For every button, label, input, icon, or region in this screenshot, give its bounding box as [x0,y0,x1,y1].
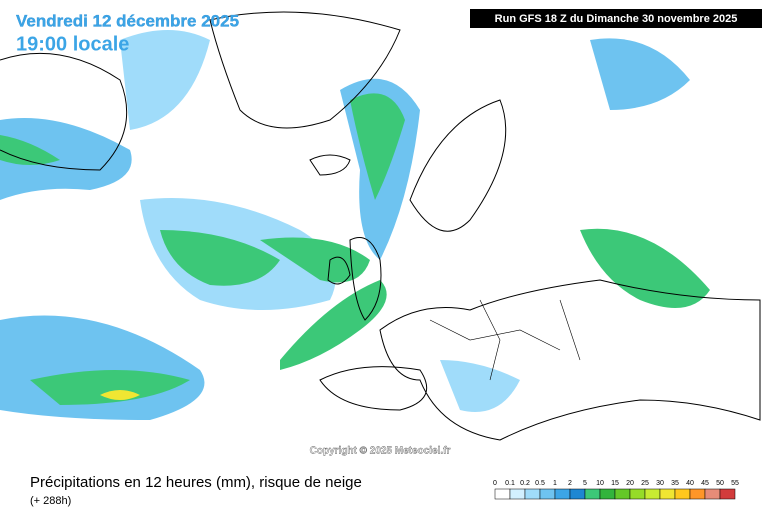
scandinavia [409,99,507,232]
legend-swatch [704,488,721,500]
europe [379,279,761,441]
precip-area [30,370,190,405]
legend-swatch [569,488,586,500]
legend-swatch [689,488,706,500]
precip-area [0,135,60,165]
legend-label: 0.1 [505,480,515,487]
forecast-date: Vendredi 12 décembre 2025 [16,11,239,30]
footer-title: Précipitations en 12 heures (mm), risque… [30,474,362,491]
legend-swatch [494,488,511,500]
coastlines [0,11,761,441]
legend-label: 5 [583,480,587,487]
iberia [319,366,428,411]
greenland [209,11,401,129]
legend-swatch [509,488,526,500]
precip-area [440,360,520,412]
legend-label: 1 [553,480,557,487]
run-box [470,9,762,28]
legend-swatch [539,488,556,500]
legend-swatch [614,488,631,500]
lead-time: (+ 288h) [30,495,71,507]
precip-area [0,118,132,200]
legend-label: 25 [641,480,649,487]
legend-label: 40 [686,480,694,487]
legend-label: 45 [701,480,709,487]
run-label: Run GFS 18 Z du Dimanche 30 novembre 202… [495,13,738,25]
legend-label: 0.2 [520,480,530,487]
legend-swatch [599,488,616,500]
iceland [309,154,351,176]
legend-label: 35 [671,480,679,487]
precip-area [160,230,280,286]
legend-swatch [674,488,691,500]
legend-swatch [629,488,646,500]
ireland [327,256,351,285]
borders [429,299,581,381]
canada [0,52,128,171]
great-britain [349,237,382,321]
precip-area [120,30,210,130]
legend: 0 0.1 0.2 0.5 1 2 5 10 15 20 25 30 35 40 45 50 55 [493,480,739,500]
legend-swatch [719,488,736,500]
copyright: Copyright © 2025 Meteociel.fr [310,446,451,457]
precip-area [280,280,387,370]
legend-label: 30 [656,480,664,487]
precip-area [590,38,690,111]
legend-swatch [554,488,571,500]
legend-swatch [644,488,661,500]
legend-label: 50 [716,480,724,487]
legend-label: 15 [611,480,619,487]
legend-swatch [584,488,601,500]
legend-label: 0.5 [535,480,545,487]
legend-label: 55 [731,480,739,487]
legend-swatch [524,488,541,500]
legend-label: 2 [568,480,572,487]
legend-label: 0 [493,480,497,487]
precipitation-field [0,30,710,420]
precip-area [100,390,140,400]
precip-area [260,237,370,283]
legend-label: 10 [596,480,604,487]
precip-area [350,93,405,200]
legend-swatch [659,488,676,500]
legend-label: 20 [626,480,634,487]
precip-area [580,228,710,308]
forecast-time: 19:00 locale [16,33,129,55]
